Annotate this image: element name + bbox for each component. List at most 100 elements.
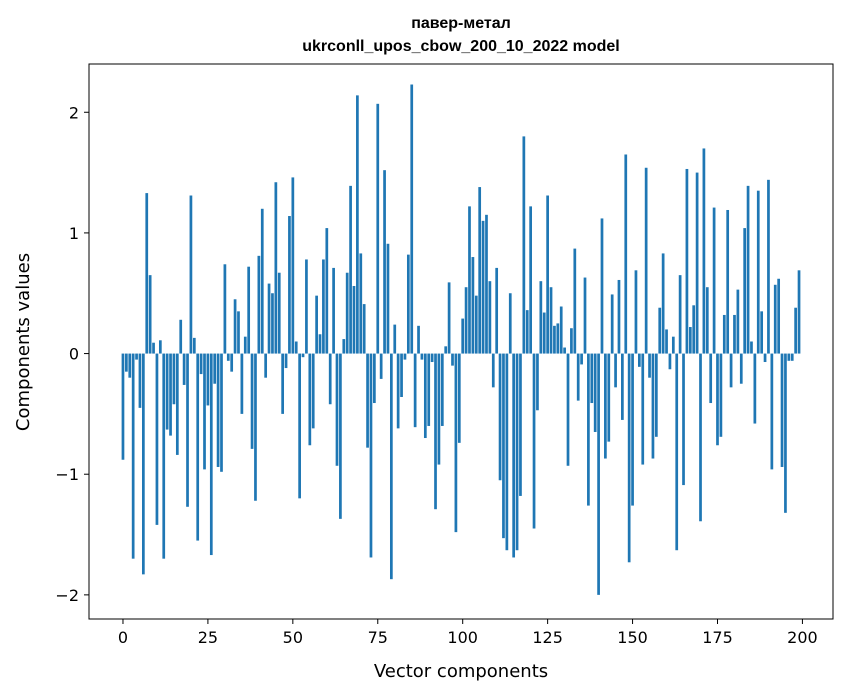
bar — [318, 334, 322, 354]
bar — [451, 353, 454, 366]
bar — [454, 353, 458, 533]
bar — [627, 353, 631, 563]
bar — [175, 353, 179, 455]
bar — [624, 154, 628, 354]
bar — [481, 220, 485, 354]
bar — [777, 278, 781, 354]
bar — [665, 329, 668, 354]
bar — [600, 218, 604, 354]
bar — [597, 353, 600, 595]
bar — [339, 353, 342, 519]
bar — [542, 312, 546, 354]
bar — [138, 353, 142, 408]
bar — [648, 353, 651, 378]
bar — [305, 259, 308, 354]
bar — [152, 342, 155, 354]
bar — [386, 243, 390, 354]
bar — [294, 341, 298, 354]
bar — [702, 148, 706, 354]
bar — [573, 248, 577, 354]
bar — [366, 353, 369, 448]
bar — [406, 254, 410, 354]
bar — [434, 353, 437, 510]
bar — [604, 353, 607, 459]
bar — [621, 353, 624, 420]
bar — [396, 353, 400, 429]
bar — [668, 353, 672, 370]
bar — [423, 353, 427, 439]
x-axis: 0 25 50 75 100 125 150 175 200 — [118, 619, 818, 647]
bar — [590, 353, 594, 404]
bar — [203, 353, 206, 470]
bar — [468, 206, 471, 354]
bar — [797, 270, 801, 354]
y-axis-label: Components values — [13, 253, 34, 431]
bar — [631, 353, 634, 506]
bar — [237, 311, 240, 354]
bar — [502, 353, 505, 539]
bar — [162, 353, 166, 559]
bar — [209, 353, 213, 556]
bar — [722, 314, 726, 354]
bar — [359, 253, 363, 354]
bar — [430, 353, 434, 363]
bar — [240, 353, 244, 414]
bars-group — [121, 84, 801, 595]
bar — [549, 287, 553, 354]
bar — [216, 353, 220, 467]
bar — [362, 304, 366, 354]
bar — [712, 207, 716, 354]
bar — [125, 353, 128, 372]
bar — [373, 353, 376, 404]
bar — [182, 353, 186, 385]
x-tick-label: 0 — [118, 628, 128, 647]
bar — [705, 287, 709, 354]
bar — [536, 353, 539, 411]
bar — [206, 353, 210, 406]
x-tick-label: 200 — [787, 628, 818, 647]
bar — [553, 325, 556, 354]
bar — [444, 346, 448, 354]
y-tick-label: 1 — [69, 224, 79, 243]
bar — [417, 325, 420, 354]
bar — [447, 282, 451, 354]
plot-frame — [88, 63, 834, 620]
bar — [301, 353, 305, 358]
bar — [471, 257, 475, 354]
bar — [559, 306, 563, 354]
bar — [172, 353, 176, 405]
bar — [169, 353, 172, 436]
bar — [736, 289, 740, 354]
bar — [532, 353, 536, 529]
chart-title: павер-метал — [411, 15, 511, 32]
bar — [254, 353, 257, 501]
y-tick-label: 0 — [69, 345, 79, 364]
y-tick-label: −1 — [55, 465, 79, 484]
bar — [410, 84, 414, 354]
bar — [379, 353, 383, 379]
bar — [485, 214, 488, 354]
bar — [685, 168, 689, 354]
bar — [298, 353, 301, 499]
bar — [311, 353, 315, 429]
bar — [243, 336, 247, 354]
bar — [719, 353, 723, 437]
bar — [583, 277, 587, 354]
bar — [281, 353, 285, 414]
x-tick-label: 25 — [198, 628, 218, 647]
bar — [688, 327, 692, 354]
bar — [716, 353, 719, 446]
bar — [260, 208, 264, 354]
bar — [413, 353, 417, 428]
bar — [427, 353, 431, 426]
bar — [678, 275, 682, 354]
x-tick-label: 125 — [532, 628, 563, 647]
bar — [733, 314, 736, 354]
bar — [135, 353, 138, 360]
bar — [746, 185, 750, 354]
bar — [288, 216, 291, 354]
x-tick-label: 100 — [447, 628, 478, 647]
bar — [464, 287, 468, 354]
bar — [658, 307, 662, 354]
bar — [196, 353, 200, 541]
